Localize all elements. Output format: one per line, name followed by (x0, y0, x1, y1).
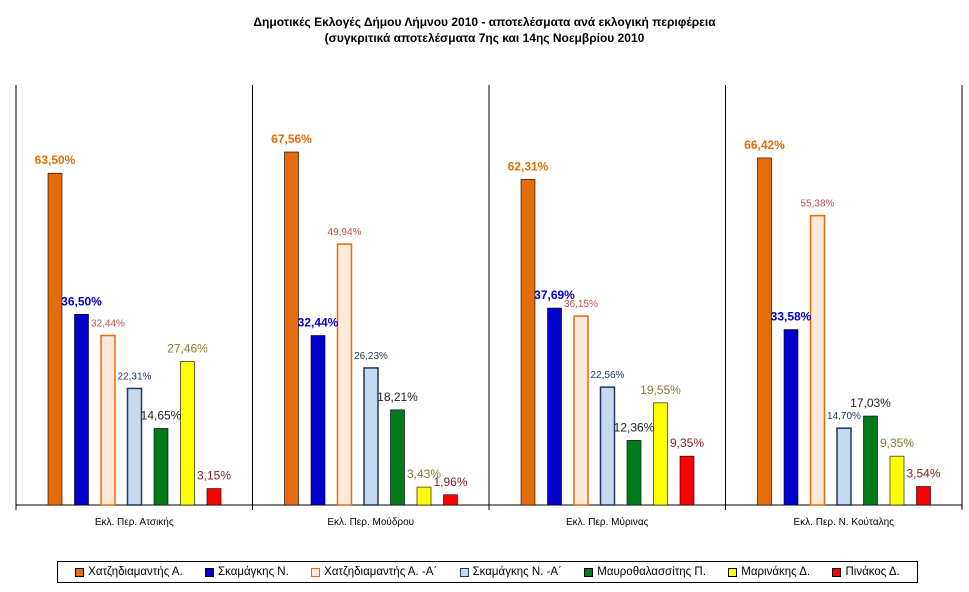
bar (310, 335, 326, 506)
data-label: 27,46% (167, 342, 208, 356)
data-label: 22,56% (591, 370, 625, 381)
legend-item: Μαυροθαλασσίτης Π. (584, 566, 706, 578)
legend-item: Χατζηδιαμαντής Α. (75, 566, 183, 578)
legend-label: Μαρινάκης Δ. (741, 566, 811, 578)
data-label: 18,21% (377, 390, 418, 404)
legend-item: Σκαμάγκης Ν. (205, 566, 289, 578)
data-label: 14,65% (141, 408, 182, 422)
bar (47, 172, 63, 506)
legend-swatch (584, 567, 594, 577)
legend-label: Χατζηδιαμαντής Α. -Α΄ (324, 566, 438, 578)
data-label: 32,44% (91, 319, 125, 330)
category-label: Εκλ. Περ. Ατσικής (95, 516, 174, 528)
bar (626, 440, 642, 506)
bar (889, 455, 905, 506)
data-label: 66,42% (744, 138, 785, 152)
legend-swatch (311, 567, 321, 577)
category-label: Εκλ. Περ. Ν. Κούταλης (794, 516, 895, 528)
data-label: 63,50% (35, 153, 76, 167)
data-label: 49,94% (328, 227, 362, 238)
bar (547, 307, 562, 506)
bar (573, 315, 589, 506)
data-label: 3,54% (906, 467, 940, 481)
bar (783, 329, 799, 506)
bar (599, 386, 616, 506)
legend-swatch (459, 567, 469, 577)
category-labels-layer: Εκλ. Περ. Ατσικής Εκλ. Περ. Μούδρου Εκλ. Π… (95, 516, 894, 528)
data-label: 67,56% (271, 132, 312, 146)
data-label: 33,58% (771, 310, 812, 324)
bar (206, 488, 222, 506)
data-label: 36,15% (564, 299, 598, 310)
data-label: 9,35% (670, 436, 704, 450)
bar (284, 151, 299, 506)
legend-item: Πινάκος Δ. (832, 566, 900, 578)
legend-item: Χατζηδιαμαντής Α. -Α΄ (311, 566, 437, 578)
data-label: 37,69% (534, 288, 575, 302)
data-label: 36,50% (61, 294, 102, 308)
data-label: 14,70% (827, 411, 861, 422)
bar (916, 486, 931, 506)
data-label: 3,43% (407, 467, 441, 481)
data-label: 9,35% (880, 436, 914, 450)
category-label: Εκλ. Περ. Μούδρου (327, 516, 414, 528)
legend: Χατζηδιαμαντής Α. Σκαμάγκης Ν. Χατζηδιαμαν… (57, 561, 918, 583)
data-labels-layer: 63,50% 36,50% 32,44% 22,31% 14,65% 27,46% 3,15… (35, 132, 941, 489)
bar (520, 179, 536, 506)
data-label: 26,23% (354, 351, 388, 362)
bar (336, 243, 353, 506)
bar (74, 313, 89, 506)
legend-item: Μαρινάκης Δ. (728, 566, 810, 578)
chart-title-line1: Δημοτικές Εκλογές Δήμου Λήμνου 2010 - απ… (253, 15, 716, 29)
bar (863, 415, 878, 506)
legend-label: Μαυροθαλασσίτης Π. (597, 566, 706, 578)
data-label: 32,44% (298, 316, 339, 330)
data-label: 22,31% (118, 371, 152, 382)
bar (416, 486, 432, 506)
data-label: 1,96% (433, 475, 467, 489)
legend-swatch (728, 567, 738, 577)
bar (443, 494, 458, 506)
legend-label: Σκαμάγκης Ν. (218, 566, 289, 578)
bar (390, 409, 405, 506)
legend-item: Σκαμάγκης Ν. -Α΄ (459, 566, 562, 578)
bar (126, 387, 143, 506)
data-label: 12,36% (614, 420, 655, 434)
legend-label: Πινάκος Δ. (845, 566, 900, 578)
bar (653, 402, 668, 506)
bar (679, 455, 695, 506)
data-label: 62,31% (508, 159, 549, 173)
bar (100, 334, 116, 506)
legend-label: Σκαμάγκης Ν. -Α΄ (472, 566, 562, 578)
bar (836, 427, 852, 506)
bar (153, 428, 169, 506)
bar (809, 214, 826, 506)
bars-layer (47, 151, 931, 506)
bar (180, 361, 195, 506)
data-label: 55,38% (801, 199, 835, 210)
legend-swatch (832, 567, 842, 577)
data-label: 17,03% (850, 396, 891, 410)
bar (363, 367, 379, 506)
legend-swatch (75, 567, 85, 577)
chart-title: Δημοτικές Εκλογές Δήμου Λήμνου 2010 - απ… (0, 14, 969, 46)
chart-subtitle: (συγκριτικά αποτελέσματα 7ης και 14ης Νο… (324, 31, 645, 45)
data-label: 19,55% (640, 383, 681, 397)
bar (757, 157, 772, 506)
bar-chart: 63,50% 36,50% 32,44% 22,31% 14,65% 27,46% 3,15… (15, 85, 963, 528)
legend-swatch (205, 567, 215, 577)
category-label: Εκλ. Περ. Μύρινας (566, 516, 649, 528)
plot-frame (15, 85, 963, 510)
legend-label: Χατζηδιαμαντής Α. (88, 566, 183, 578)
data-label: 3,15% (197, 469, 231, 483)
